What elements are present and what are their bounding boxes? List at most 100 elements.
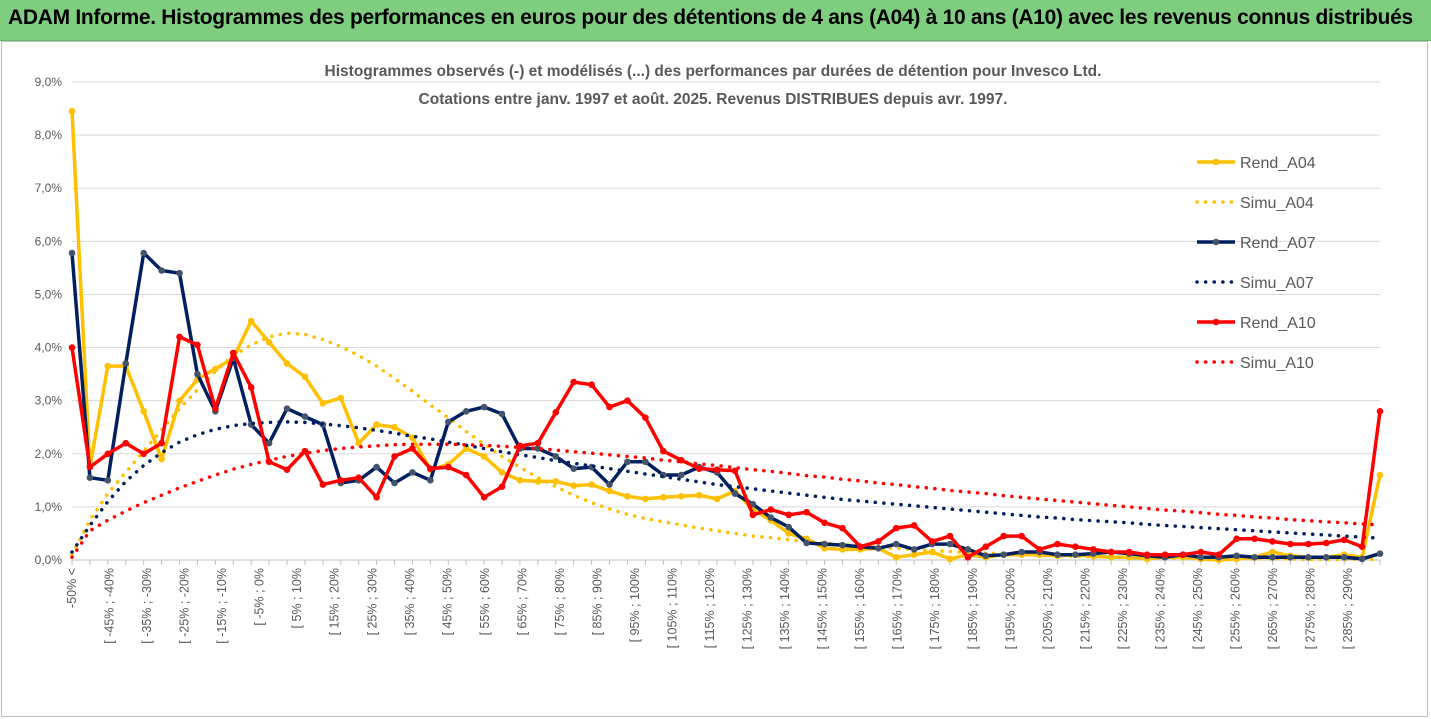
- data-point: [1233, 535, 1240, 543]
- data-point: [229, 349, 237, 357]
- data-point: [677, 492, 685, 500]
- chart-title: Histogrammes observés (-) et modélisés (…: [325, 63, 1102, 80]
- data-point: [1036, 546, 1043, 553]
- data-point: [713, 495, 721, 503]
- data-point: [444, 463, 452, 471]
- data-point: [1251, 535, 1258, 543]
- data-point: [552, 478, 560, 485]
- data-point: [1054, 540, 1061, 548]
- data-point: [1287, 540, 1294, 548]
- data-point: [1269, 538, 1276, 545]
- data-point: [1376, 550, 1384, 557]
- data-point: [892, 524, 900, 532]
- data-point: [642, 458, 649, 466]
- data-point: [516, 442, 524, 450]
- series-line-rend-a04: [70, 111, 1382, 562]
- y-tick-label: 1,0%: [35, 500, 63, 514]
- x-tick-label: [ 145% ; 150%: [816, 568, 830, 649]
- data-point: [642, 495, 649, 503]
- data-point: [1305, 540, 1312, 548]
- x-tick-label: [ 255% ; 260%: [1229, 568, 1243, 649]
- data-point: [516, 477, 524, 484]
- x-tick-label: [ -5% ; 0%: [253, 568, 267, 626]
- data-point: [122, 439, 130, 447]
- data-point: [892, 540, 900, 548]
- data-point: [695, 465, 703, 472]
- data-point: [767, 506, 775, 513]
- data-point: [86, 463, 94, 471]
- x-tick-label: [ -35% ; -30%: [140, 568, 154, 644]
- x-tick-label: [ 215% ; 220%: [1078, 568, 1092, 649]
- data-point: [857, 543, 864, 551]
- x-tick-label: [ -15% ; -10%: [215, 568, 229, 644]
- data-point: [606, 487, 613, 495]
- x-tick-label: [ 235% ; 240%: [1153, 568, 1167, 649]
- data-point: [785, 523, 793, 531]
- data-point: [194, 341, 201, 349]
- data-point: [194, 370, 201, 378]
- legend-label: Rend_A04: [1240, 155, 1316, 172]
- data-point: [1000, 532, 1008, 540]
- data-point: [982, 543, 990, 551]
- data-point: [247, 317, 255, 325]
- data-point: [552, 453, 560, 460]
- data-point: [1179, 551, 1187, 558]
- data-point: [1000, 551, 1008, 558]
- x-tick-label: [ 75% ; 80%: [553, 568, 567, 635]
- x-tick-label: [ 5% ; 10%: [290, 568, 304, 628]
- data-point: [803, 539, 810, 547]
- legend-label: Simu_A04: [1240, 195, 1314, 212]
- data-point: [749, 511, 757, 519]
- data-point: [624, 492, 631, 500]
- x-tick-label: [ 185% ; 190%: [966, 568, 980, 649]
- x-tick-label: [ 65% ; 70%: [515, 568, 529, 635]
- data-point: [875, 545, 882, 552]
- series-line-rend-a07: [70, 251, 1381, 561]
- data-point: [1107, 548, 1115, 556]
- data-point: [659, 447, 667, 455]
- data-point: [373, 494, 380, 501]
- data-point: [104, 362, 112, 370]
- data-point: [1233, 552, 1240, 560]
- y-tick-label: 4,0%: [35, 341, 63, 355]
- data-point: [444, 418, 452, 426]
- data-point: [731, 467, 739, 475]
- data-point: [839, 541, 846, 549]
- data-point: [498, 483, 506, 491]
- data-point: [892, 554, 900, 561]
- data-point: [695, 491, 703, 499]
- y-tick-label: 7,0%: [35, 181, 63, 195]
- data-point: [158, 267, 165, 274]
- data-point: [301, 447, 309, 455]
- data-point: [570, 482, 577, 489]
- y-tick-label: 9,0%: [35, 75, 63, 89]
- data-point: [480, 403, 488, 411]
- x-tick-label: [ 35% ; 40%: [403, 568, 417, 635]
- legend-marker: [1212, 158, 1220, 166]
- data-point: [283, 405, 291, 412]
- legend-label: Rend_A07: [1240, 235, 1316, 252]
- x-tick-label: [ 175% ; 180%: [928, 568, 942, 649]
- data-point: [373, 463, 380, 471]
- data-point: [68, 344, 76, 351]
- data-point: [642, 414, 649, 421]
- data-point: [176, 397, 183, 404]
- data-point: [86, 474, 94, 481]
- data-point: [1269, 548, 1276, 556]
- chart-frame: [1, 41, 1428, 717]
- data-point: [946, 532, 954, 540]
- data-point: [1376, 407, 1384, 415]
- data-point: [606, 403, 613, 411]
- x-tick-label: [ 135% ; 140%: [778, 568, 792, 649]
- data-point: [409, 445, 416, 452]
- data-point: [875, 538, 882, 545]
- data-point: [588, 381, 595, 389]
- legend-label: Simu_A07: [1240, 275, 1314, 292]
- series-lines: [68, 107, 1384, 564]
- x-tick-label: [ -45% ; -40%: [103, 568, 117, 644]
- data-point: [68, 107, 76, 115]
- x-tick-label: [ 95% ; 100%: [628, 568, 642, 642]
- data-point: [283, 360, 291, 367]
- data-point: [1322, 539, 1330, 547]
